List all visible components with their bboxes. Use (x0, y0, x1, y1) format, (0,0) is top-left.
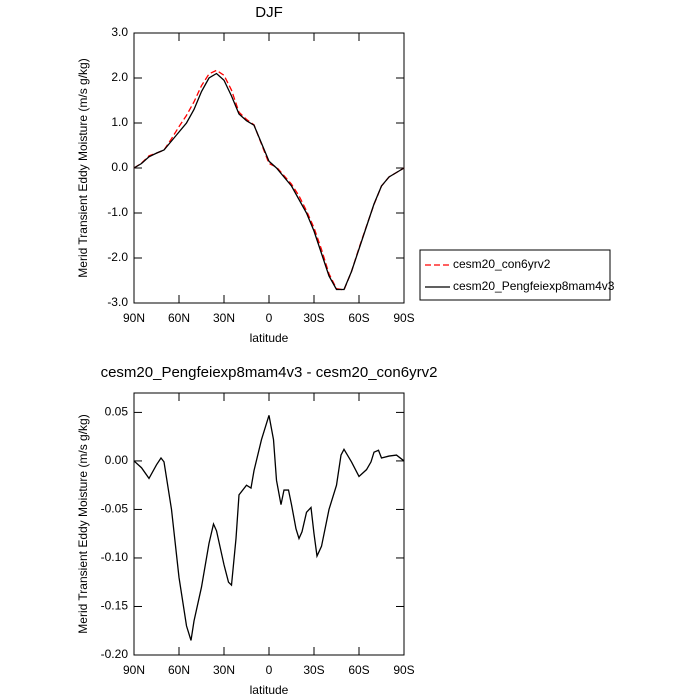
x-tick-label: 30N (213, 663, 235, 677)
y-tick-label: 3.0 (111, 25, 128, 39)
y-tick-label: 1.0 (111, 115, 128, 129)
legend-label: cesm20_Pengfeiexp8mam4v3 (453, 279, 615, 293)
x-tick-label: 60S (348, 663, 369, 677)
x-tick-label: 30S (303, 663, 324, 677)
y-tick-label: -0.20 (101, 647, 129, 661)
y-tick-label: -3.0 (107, 295, 128, 309)
x-tick-label: 60S (348, 311, 369, 325)
x-tick-label: 90N (123, 311, 145, 325)
legend-box (419, 249, 611, 301)
plot-frame (133, 32, 405, 304)
y-tick-label: -0.10 (101, 550, 129, 564)
x-axis-label: latitude (250, 331, 289, 345)
y-tick-label: 0.05 (105, 405, 129, 419)
x-tick-label: 30N (213, 311, 235, 325)
legend-label: cesm20_con6yrv2 (453, 257, 551, 271)
y-axis-label: Merid Transient Eddy Moisture (m/s g/kg) (76, 58, 90, 277)
x-tick-label: 0 (266, 663, 273, 677)
x-tick-label: 30S (303, 311, 324, 325)
x-tick-label: 90N (123, 663, 145, 677)
y-tick-label: -0.05 (101, 502, 129, 516)
line-series (133, 72, 405, 291)
y-tick-label: 0.0 (111, 160, 128, 174)
chart-title: DJF (255, 4, 283, 21)
line-series (133, 415, 405, 641)
y-axis-label: Merid Transient Eddy Moisture (m/s g/kg) (76, 414, 90, 633)
y-tick-label: -2.0 (107, 250, 128, 264)
plot-frame (133, 392, 405, 656)
y-tick-label: -1.0 (107, 205, 128, 219)
chart-title: cesm20_Pengfeiexp8mam4v3 - cesm20_con6yr… (101, 364, 438, 381)
line-series (133, 69, 405, 291)
x-tick-label: 60N (168, 311, 190, 325)
y-tick-label: -0.15 (101, 599, 129, 613)
x-axis-label: latitude (250, 683, 289, 697)
x-tick-label: 90S (393, 311, 414, 325)
x-tick-label: 90S (393, 663, 414, 677)
y-tick-label: 0.00 (105, 453, 129, 467)
x-tick-label: 60N (168, 663, 190, 677)
y-tick-label: 2.0 (111, 70, 128, 84)
x-tick-label: 0 (266, 311, 273, 325)
